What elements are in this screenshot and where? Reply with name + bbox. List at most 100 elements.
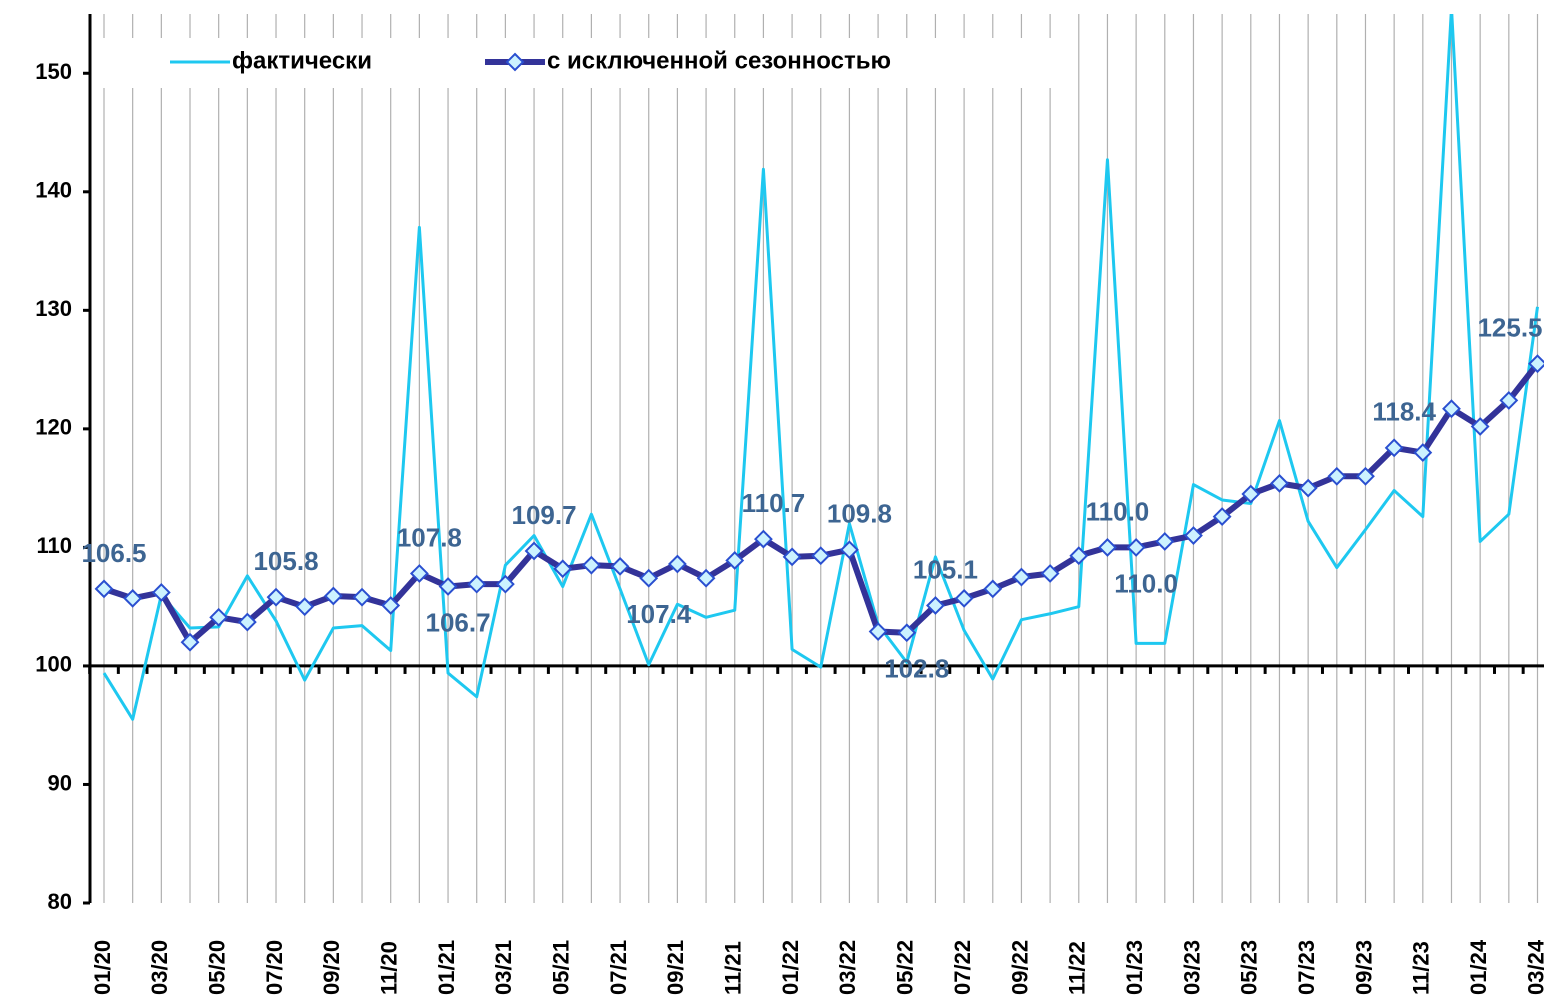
marker bbox=[467, 574, 487, 594]
marker bbox=[581, 555, 601, 575]
marker bbox=[725, 551, 745, 570]
legend: фактически с исключенной сезонностью bbox=[95, 38, 1065, 88]
x-tick-label: 03/23 bbox=[1179, 940, 1204, 995]
x-tick-label: 07/20 bbox=[262, 940, 287, 995]
y-tick-label: 150 bbox=[35, 59, 72, 84]
marker bbox=[266, 587, 286, 607]
y-tick-label: 130 bbox=[35, 296, 72, 321]
x-tick-label: 11/22 bbox=[1065, 941, 1090, 995]
x-tick-label: 03/22 bbox=[835, 940, 860, 995]
marker bbox=[409, 564, 429, 583]
data-label: 107.4 bbox=[626, 599, 692, 629]
y-tick-label: 100 bbox=[35, 652, 72, 677]
marker bbox=[1040, 564, 1060, 583]
x-tick-label: 11/21 bbox=[721, 941, 746, 995]
marker bbox=[782, 547, 802, 567]
x-tick-label: 09/22 bbox=[1007, 940, 1032, 995]
x-tick-label: 01/22 bbox=[778, 940, 803, 995]
x-tick-label: 05/21 bbox=[549, 940, 574, 995]
marker bbox=[897, 623, 917, 643]
marker bbox=[1470, 417, 1490, 436]
marker bbox=[1098, 537, 1117, 557]
marker bbox=[438, 577, 458, 596]
marker bbox=[1356, 466, 1375, 486]
x-tick-label: 01/23 bbox=[1122, 940, 1147, 995]
data-label: 125.5 bbox=[1477, 313, 1542, 343]
marker bbox=[1413, 443, 1433, 462]
x-tick-label: 11/20 bbox=[377, 941, 402, 995]
marker bbox=[1384, 438, 1404, 458]
data-label: 110.7 bbox=[742, 488, 806, 518]
marker bbox=[180, 632, 200, 652]
x-tick-label: 01/20 bbox=[90, 940, 115, 995]
marker bbox=[1298, 478, 1318, 498]
marker bbox=[1212, 507, 1232, 526]
marker bbox=[954, 588, 974, 608]
marker bbox=[1499, 391, 1519, 410]
marker bbox=[237, 612, 257, 632]
y-tick-label: 110 bbox=[37, 533, 73, 558]
data-label: 110.0 bbox=[1086, 496, 1150, 526]
marker bbox=[553, 559, 573, 579]
y-tick-label: 140 bbox=[35, 178, 72, 203]
marker bbox=[926, 596, 945, 615]
x-tick-label: 09/21 bbox=[663, 940, 688, 995]
legend-box bbox=[95, 38, 1065, 88]
marker bbox=[1155, 532, 1175, 551]
marker bbox=[840, 540, 859, 560]
data-label: 102.8 bbox=[884, 654, 949, 684]
grid: 80 90 100 110 120 130 140 150 01/20 03/20 05/20 07/… bbox=[35, 14, 1544, 995]
data-label: 105.1 bbox=[913, 554, 978, 584]
data-label: 118.4 bbox=[1372, 397, 1436, 427]
marker bbox=[1270, 473, 1289, 493]
marker bbox=[1126, 537, 1146, 557]
legend-label: фактически bbox=[232, 47, 372, 74]
x-tick-label: 05/20 bbox=[204, 940, 229, 995]
x-tick-label: 01/24 bbox=[1466, 939, 1491, 995]
data-label: 106.7 bbox=[426, 607, 491, 637]
plot-area bbox=[94, 14, 1544, 721]
marker bbox=[639, 568, 659, 588]
marker bbox=[1327, 466, 1347, 486]
marker bbox=[1241, 484, 1261, 504]
marker bbox=[1012, 567, 1031, 587]
marker bbox=[753, 529, 773, 549]
marker bbox=[352, 587, 372, 607]
marker bbox=[667, 554, 687, 574]
marker bbox=[524, 541, 544, 561]
x-tick-label: 05/23 bbox=[1237, 940, 1262, 995]
marker bbox=[295, 597, 315, 617]
x-tick-label: 01/21 bbox=[434, 940, 459, 995]
marker bbox=[610, 556, 630, 576]
data-label: 106.5 bbox=[81, 538, 146, 568]
legend-marker bbox=[505, 52, 525, 72]
legend-label: с исключенной сезонностью bbox=[547, 47, 891, 74]
marker bbox=[1442, 399, 1461, 419]
x-tick-label: 03/21 bbox=[491, 940, 516, 995]
data-label: 109.7 bbox=[512, 500, 577, 530]
marker bbox=[811, 546, 831, 566]
y-tick-label: 90 bbox=[48, 770, 72, 795]
marker bbox=[151, 583, 171, 602]
data-label: 110.0 bbox=[1114, 568, 1178, 598]
x-tick-label: 03/20 bbox=[147, 940, 172, 995]
data-label: 107.8 bbox=[397, 522, 462, 552]
marker bbox=[1528, 354, 1544, 374]
x-tick-label: 05/22 bbox=[893, 940, 918, 995]
marker bbox=[381, 596, 401, 615]
marker bbox=[123, 588, 143, 608]
marker bbox=[1184, 526, 1203, 545]
x-tick-label: 03/24 bbox=[1523, 939, 1544, 995]
marker bbox=[696, 568, 716, 588]
y-tick-label: 120 bbox=[35, 415, 72, 440]
marker bbox=[209, 607, 229, 627]
x-tick-label: 07/23 bbox=[1294, 940, 1319, 995]
x-tick-label: 07/21 bbox=[606, 940, 631, 995]
x-tick-label: 09/23 bbox=[1351, 940, 1376, 995]
data-label: 109.8 bbox=[827, 499, 892, 529]
marker bbox=[94, 579, 114, 599]
y-tick-label: 80 bbox=[48, 889, 72, 914]
marker bbox=[323, 586, 343, 606]
x-tick-label: 11/23 bbox=[1409, 941, 1434, 995]
